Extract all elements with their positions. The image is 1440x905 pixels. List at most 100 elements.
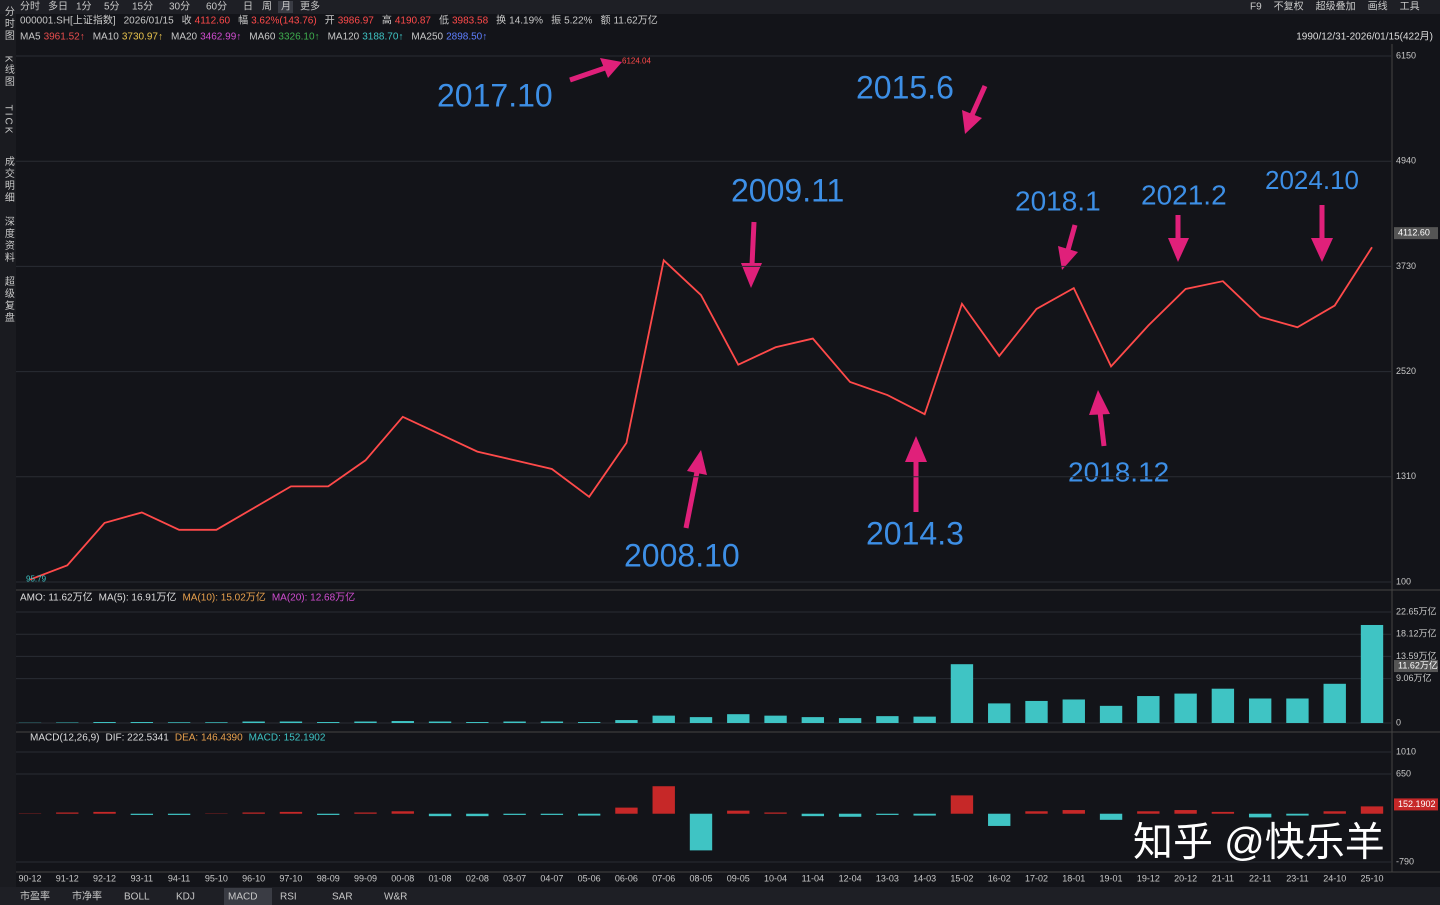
x-tick-label: 06-06 <box>615 873 638 883</box>
x-tick-label: 95-10 <box>205 873 228 883</box>
tool-button[interactable]: 超级叠加 <box>1316 0 1356 13</box>
macd-bar <box>1099 813 1123 820</box>
annotation: 2009.11 <box>731 172 844 208</box>
volume-bar <box>354 721 377 723</box>
indicator-tab[interactable]: RSI <box>280 892 297 903</box>
x-tick-label: 09-05 <box>727 873 750 883</box>
volume-bar <box>1025 700 1048 723</box>
macd-bar <box>577 813 601 816</box>
y-tick-label: 13.59万亿 <box>1396 650 1437 661</box>
period-tab[interactable]: 分时 <box>20 1 40 13</box>
indicator-tab[interactable]: SAR <box>332 892 353 903</box>
macd-bar <box>801 813 825 817</box>
x-tick-label: 21-11 <box>1212 873 1234 883</box>
y-tick-label: 1310 <box>1396 471 1416 481</box>
volume-bar <box>1286 698 1309 723</box>
volume-bar <box>317 722 340 723</box>
x-tick-label: 00-08 <box>391 873 414 883</box>
active-tab <box>224 888 272 905</box>
macd-bar <box>130 813 154 815</box>
y-tick-label: 1010 <box>1396 746 1416 756</box>
ma-value: 3188.70↑ <box>362 32 403 43</box>
indicator-tab[interactable]: KDJ <box>176 892 195 903</box>
macd-field: DEA: 146.4390 <box>175 733 243 744</box>
tool-button[interactable]: F9 <box>1250 2 1262 13</box>
macd-bar <box>1360 806 1384 814</box>
indicator-tab[interactable]: BOLL <box>124 892 150 903</box>
x-tick-label: 13-03 <box>876 873 899 883</box>
period-tab[interactable]: 30分 <box>169 1 190 13</box>
quote-field: 低 <box>439 14 449 27</box>
sidebar-tab[interactable]: TICK <box>2 105 13 136</box>
period-tab[interactable]: 周 <box>262 1 272 13</box>
x-tick-label: 97-10 <box>279 873 302 883</box>
indicator-tab[interactable]: W&R <box>384 892 407 903</box>
period-tab[interactable]: 60分 <box>206 1 227 13</box>
sidebar-tab[interactable]: 深度资料 <box>2 216 14 264</box>
annotation: 2014.3 <box>866 515 964 551</box>
volume-bar <box>503 721 526 723</box>
tool-button[interactable]: 工具 <box>1400 1 1420 13</box>
macd-bar <box>317 813 340 815</box>
tool-button[interactable]: 不复权 <box>1274 0 1304 13</box>
x-tick-label: 05-06 <box>578 873 601 883</box>
period-tab[interactable]: 更多 <box>300 0 320 13</box>
price-line <box>29 246 1373 581</box>
macd-bar <box>838 813 862 817</box>
toolbar-bg <box>0 0 1440 14</box>
volume-bar <box>93 722 116 723</box>
x-tick-label: 96-10 <box>242 873 265 883</box>
x-tick-label: 99-09 <box>354 873 377 883</box>
x-tick-label: 24-10 <box>1323 873 1346 883</box>
volume-bar <box>1323 683 1346 723</box>
tool-button[interactable]: 画线 <box>1368 0 1388 13</box>
volume-bar <box>1137 696 1160 723</box>
watermark: 知乎 @快乐羊 <box>1133 821 1385 865</box>
indicator-tab[interactable]: MACD <box>228 892 257 903</box>
annotation: 2024.10 <box>1265 165 1359 195</box>
arrow <box>749 221 757 266</box>
y-tick-label: 6150 <box>1396 50 1416 60</box>
x-tick-label: 23-11 <box>1286 873 1308 883</box>
sidebar-tab[interactable]: 成交明细 <box>2 156 14 204</box>
volume-bar <box>540 721 564 723</box>
period-tab[interactable]: 15分 <box>132 1 153 13</box>
quote-field: 振 <box>551 14 561 27</box>
indicator-tab[interactable]: 市盈率 <box>20 890 50 903</box>
x-tick-label: 22-11 <box>1249 873 1271 883</box>
price-tag-label: 4112.60 <box>1398 228 1430 238</box>
period-tab[interactable]: 月 <box>281 1 291 13</box>
y-tick-label: 18.12万亿 <box>1396 628 1437 639</box>
volume-bar <box>130 722 154 723</box>
macd-field: MACD: 152.1902 <box>249 733 326 744</box>
period-tab[interactable]: 1分 <box>76 1 92 13</box>
amo-field: MA(20): 12.68万亿 <box>272 591 355 604</box>
arrow-head <box>905 436 927 462</box>
macd-bar <box>764 812 787 814</box>
sidebar-tab[interactable]: 超级复盘 <box>2 275 14 324</box>
macd-bar <box>242 812 265 814</box>
volume-bar <box>876 716 899 723</box>
ma-name: MA5 <box>20 32 41 43</box>
quote-field: 额 <box>600 14 610 27</box>
y-tick-label: 22.65万亿 <box>1396 605 1437 616</box>
quote-field: 收 <box>182 14 192 27</box>
macd-bar <box>1211 811 1235 814</box>
quote-field: 幅 <box>238 14 248 27</box>
macd-bar <box>428 813 452 817</box>
sidebar-tab[interactable]: K线图 <box>2 56 14 89</box>
arrow-head <box>1089 390 1110 415</box>
period-tab[interactable]: 日 <box>243 2 253 13</box>
sidebar-tab[interactable]: 分时图 <box>2 6 14 42</box>
indicator-tab[interactable]: 市净率 <box>72 890 102 903</box>
period-tab[interactable]: 5分 <box>104 1 120 13</box>
volume-bar <box>1174 693 1197 723</box>
arrow <box>1065 224 1078 251</box>
price-tag <box>1394 798 1438 811</box>
macd-bar <box>279 811 303 814</box>
macd-bar <box>988 813 1011 826</box>
period-tab[interactable]: 多日 <box>48 0 68 13</box>
volume-bar <box>577 722 601 723</box>
quote-field: 2026/01/15 <box>124 16 174 27</box>
x-tick-label: 90-12 <box>18 873 41 883</box>
